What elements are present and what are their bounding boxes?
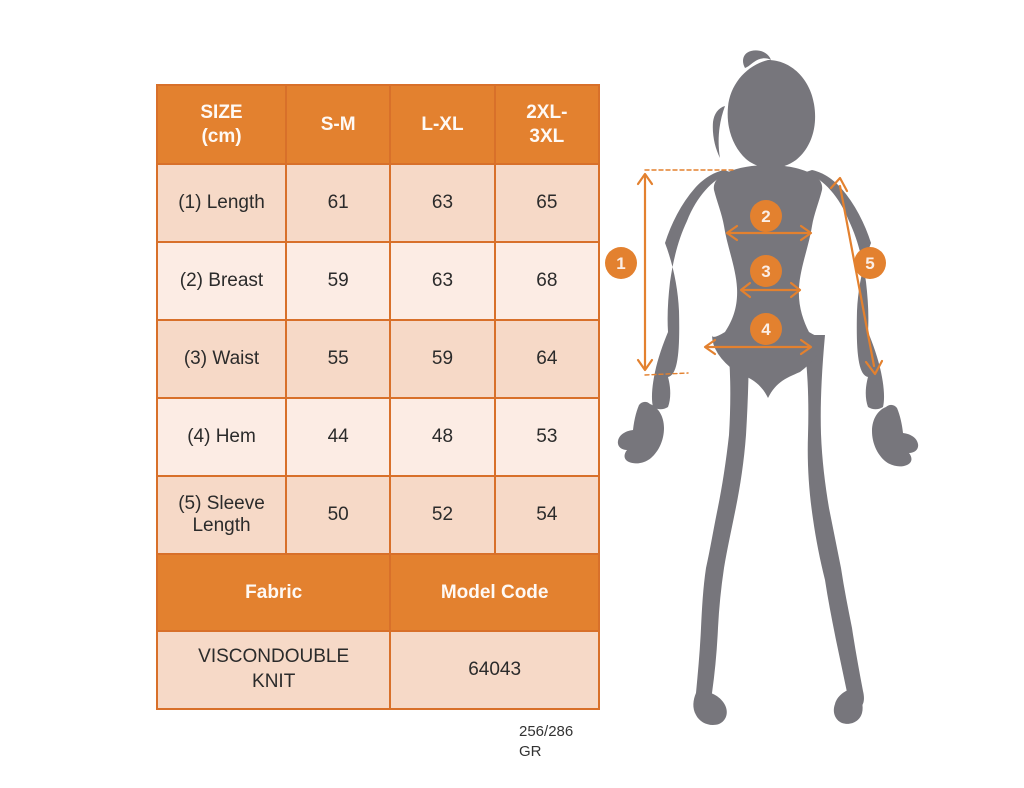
svg-text:3: 3	[761, 262, 770, 281]
svg-text:4: 4	[761, 320, 771, 339]
svg-text:1: 1	[616, 254, 625, 273]
svg-text:2: 2	[761, 207, 770, 226]
svg-text:5: 5	[865, 254, 874, 273]
